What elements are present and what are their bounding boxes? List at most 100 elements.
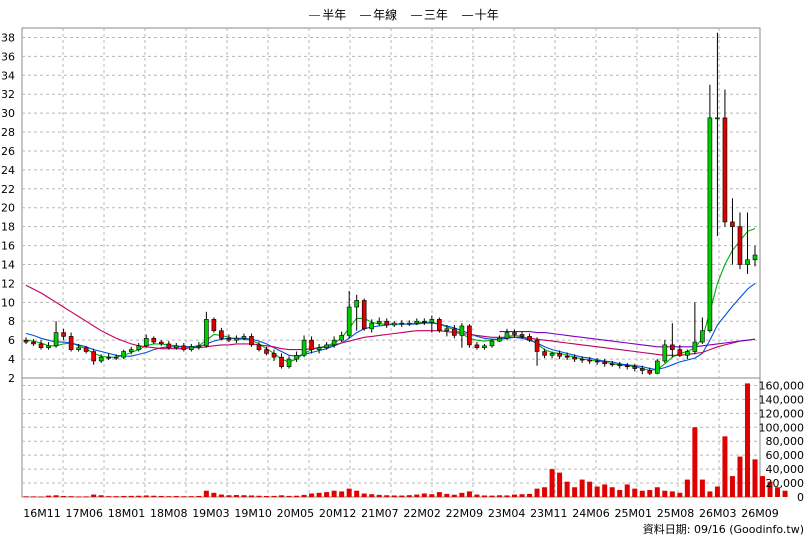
volume-bar bbox=[602, 484, 608, 497]
volume-bar bbox=[196, 495, 202, 497]
candle-body bbox=[489, 340, 495, 347]
legend-item-half-year[interactable]: 半年 bbox=[309, 6, 346, 23]
volume-bar bbox=[233, 495, 239, 497]
volume-bar bbox=[98, 495, 104, 497]
volume-bar bbox=[391, 495, 397, 497]
volume-bar bbox=[316, 492, 322, 497]
volume-bar bbox=[542, 487, 548, 497]
candlesticks bbox=[23, 32, 758, 376]
candle-body bbox=[53, 332, 59, 347]
price-tick-label: 14 bbox=[1, 258, 15, 271]
volume-bar bbox=[729, 476, 735, 497]
x-tick-label: 22M02 bbox=[403, 507, 441, 520]
volume-bar bbox=[294, 495, 300, 497]
legend-item-ten-year[interactable]: 十年 bbox=[461, 6, 499, 23]
volume-bar bbox=[248, 495, 254, 497]
candle-body bbox=[23, 339, 29, 343]
volume-bar bbox=[557, 472, 563, 497]
candle-body bbox=[189, 346, 194, 350]
candle-body bbox=[474, 344, 480, 349]
price-tick-label: 38 bbox=[1, 31, 15, 44]
candle-body bbox=[662, 344, 668, 362]
price-tick-label: 24 bbox=[1, 164, 15, 177]
ma-line bbox=[499, 331, 756, 348]
candle-body bbox=[542, 351, 547, 356]
candle-body bbox=[31, 341, 36, 345]
volume-bar bbox=[527, 493, 533, 497]
volume-bar bbox=[203, 490, 209, 497]
candle-body bbox=[737, 226, 743, 265]
price-tick-label: 12 bbox=[1, 277, 15, 290]
volume-bar bbox=[256, 495, 262, 497]
volume-bar bbox=[782, 490, 788, 497]
x-tick-label: 18M08 bbox=[150, 507, 188, 520]
candle-body bbox=[722, 117, 728, 223]
volume-bar bbox=[444, 493, 450, 497]
candle-body bbox=[467, 325, 472, 346]
volume-bar bbox=[384, 495, 390, 497]
candle-body bbox=[504, 332, 510, 339]
candle-body bbox=[301, 339, 307, 356]
volume-tick-label: 140,000 bbox=[759, 393, 805, 406]
legend-item-year[interactable]: 年線 bbox=[360, 6, 397, 23]
candle-body bbox=[422, 320, 427, 323]
candle-body bbox=[279, 356, 284, 367]
volume-bar bbox=[226, 495, 232, 497]
price-tick-label: 34 bbox=[1, 69, 15, 82]
candle-body bbox=[68, 336, 74, 350]
volume-bar bbox=[617, 490, 623, 497]
volume-bar bbox=[744, 383, 750, 497]
volume-bar bbox=[68, 496, 74, 497]
volume-tick-label: 20,000 bbox=[766, 477, 805, 490]
candle-body bbox=[452, 328, 457, 336]
volume-bars bbox=[23, 383, 788, 498]
volume-bar bbox=[23, 496, 29, 498]
volume-bar bbox=[489, 495, 495, 497]
x-tick-label: 26M03 bbox=[699, 507, 737, 520]
volume-bar bbox=[399, 495, 405, 497]
legend-swatch-year bbox=[360, 15, 372, 16]
volume-bar bbox=[339, 491, 345, 497]
x-tick-label: 19M03 bbox=[192, 507, 230, 520]
candle-body bbox=[399, 322, 405, 325]
volume-bar bbox=[121, 495, 127, 497]
volume-bar bbox=[286, 495, 292, 497]
price-tick-label: 2 bbox=[8, 372, 15, 385]
candle-body bbox=[609, 363, 615, 366]
volume-bar bbox=[151, 495, 157, 497]
volume-bar bbox=[324, 492, 330, 497]
x-tick-label: 20M12 bbox=[319, 507, 357, 520]
volume-bar bbox=[188, 496, 194, 497]
volume-bar bbox=[83, 496, 89, 498]
volume-bar bbox=[166, 496, 172, 497]
price-tick-label: 8 bbox=[8, 315, 15, 328]
volume-bar bbox=[549, 469, 555, 497]
axis-labels: 2468101214161820222426283032343638020,00… bbox=[1, 31, 804, 520]
volume-tick-label: 80,000 bbox=[766, 435, 805, 448]
candle-body bbox=[391, 322, 397, 326]
volume-bar bbox=[632, 488, 638, 497]
volume-bar bbox=[309, 493, 315, 497]
volume-bar bbox=[639, 490, 645, 497]
volume-bar bbox=[436, 492, 442, 497]
volume-bar bbox=[429, 494, 435, 497]
candle-body bbox=[752, 254, 758, 261]
volume-bar bbox=[211, 492, 217, 497]
volume-bar bbox=[91, 494, 97, 497]
candle-body bbox=[46, 345, 51, 349]
legend-swatch-half-year bbox=[309, 15, 321, 16]
x-tick-label: 21M07 bbox=[361, 507, 399, 520]
candle-body bbox=[346, 306, 352, 336]
price-tick-label: 32 bbox=[1, 88, 15, 101]
x-tick-label: 23M04 bbox=[488, 507, 526, 520]
volume-bar bbox=[767, 481, 773, 497]
candle-body bbox=[264, 349, 269, 354]
x-tick-label: 22M09 bbox=[446, 507, 484, 520]
volume-bar bbox=[181, 496, 187, 498]
candle-body bbox=[361, 300, 367, 330]
volume-bar bbox=[519, 494, 525, 497]
x-tick-label: 16M11 bbox=[23, 507, 61, 520]
legend-item-three-year[interactable]: 三年 bbox=[410, 6, 448, 23]
volume-bar bbox=[654, 487, 660, 497]
